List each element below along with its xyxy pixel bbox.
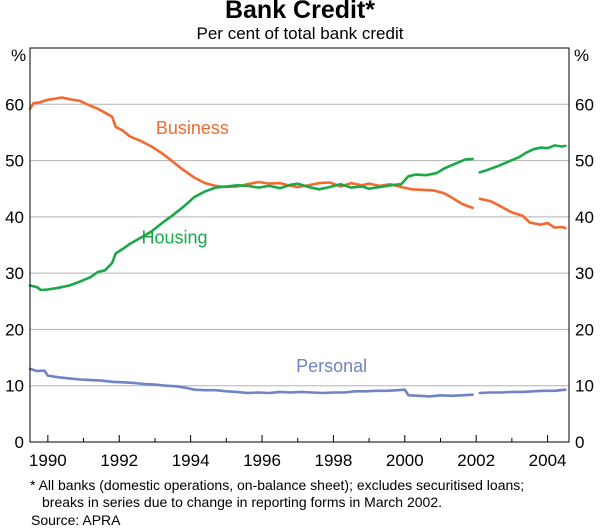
y-axis-unit-left: % bbox=[11, 46, 27, 65]
y-tick-left-40: 40 bbox=[5, 208, 24, 227]
plot-frame bbox=[29, 47, 570, 443]
series-line-personal-2 bbox=[478, 388, 567, 395]
series-line-housing-2 bbox=[478, 144, 567, 174]
y-tick-left-50: 50 bbox=[5, 152, 24, 171]
label-housing: Housing bbox=[142, 227, 208, 247]
label-business: Business bbox=[156, 118, 229, 138]
y-tick-right-60: 60 bbox=[575, 95, 594, 114]
x-tick-1992: 1992 bbox=[100, 451, 138, 470]
series-line-business-2 bbox=[478, 197, 567, 230]
gridlines bbox=[30, 103, 569, 387]
y-tick-left-30: 30 bbox=[5, 264, 24, 283]
series-annotations: Business Housing Personal bbox=[142, 118, 368, 376]
footnote-line-2: breaks in series due to change in report… bbox=[42, 494, 442, 510]
y-tick-right-20: 20 bbox=[575, 320, 594, 339]
series-line-personal-1 bbox=[28, 367, 474, 398]
chart-title: Bank Credit* bbox=[224, 0, 376, 24]
x-tick-1998: 1998 bbox=[314, 451, 352, 470]
series-lines bbox=[28, 96, 567, 398]
y-tick-left-0: 0 bbox=[15, 433, 24, 452]
series-line-housing-1 bbox=[28, 157, 474, 292]
y-tick-right-50: 50 bbox=[575, 152, 594, 171]
x-tick-2004: 2004 bbox=[529, 451, 567, 470]
x-tick-2002: 2002 bbox=[457, 451, 495, 470]
y-tick-right-10: 10 bbox=[575, 377, 594, 396]
x-tick-1994: 1994 bbox=[172, 451, 210, 470]
label-personal: Personal bbox=[296, 356, 367, 376]
y-axis-unit-right: % bbox=[574, 46, 590, 65]
series-line-business-1 bbox=[28, 96, 474, 210]
y-tick-right-40: 40 bbox=[575, 208, 594, 227]
y-tick-right-30: 30 bbox=[575, 264, 594, 283]
y-tick-left-60: 60 bbox=[5, 95, 24, 114]
chart-subtitle: Per cent of total bank credit bbox=[196, 24, 404, 43]
x-tick-1996: 1996 bbox=[243, 451, 281, 470]
y-tick-right-0: 0 bbox=[575, 433, 584, 452]
y-tick-left-10: 10 bbox=[5, 377, 24, 396]
x-tick-1990: 1990 bbox=[29, 451, 67, 470]
x-tick-2000: 2000 bbox=[386, 451, 424, 470]
axis-ticks: 0 0 10 10 20 20 30 30 40 40 50 50 60 60 1990 1992 1994 19… bbox=[5, 95, 594, 470]
source-note: Source: APRA bbox=[31, 512, 121, 528]
y-tick-left-20: 20 bbox=[5, 320, 24, 339]
footnote-line-1: * All banks (domestic operations, on-bal… bbox=[30, 477, 525, 493]
